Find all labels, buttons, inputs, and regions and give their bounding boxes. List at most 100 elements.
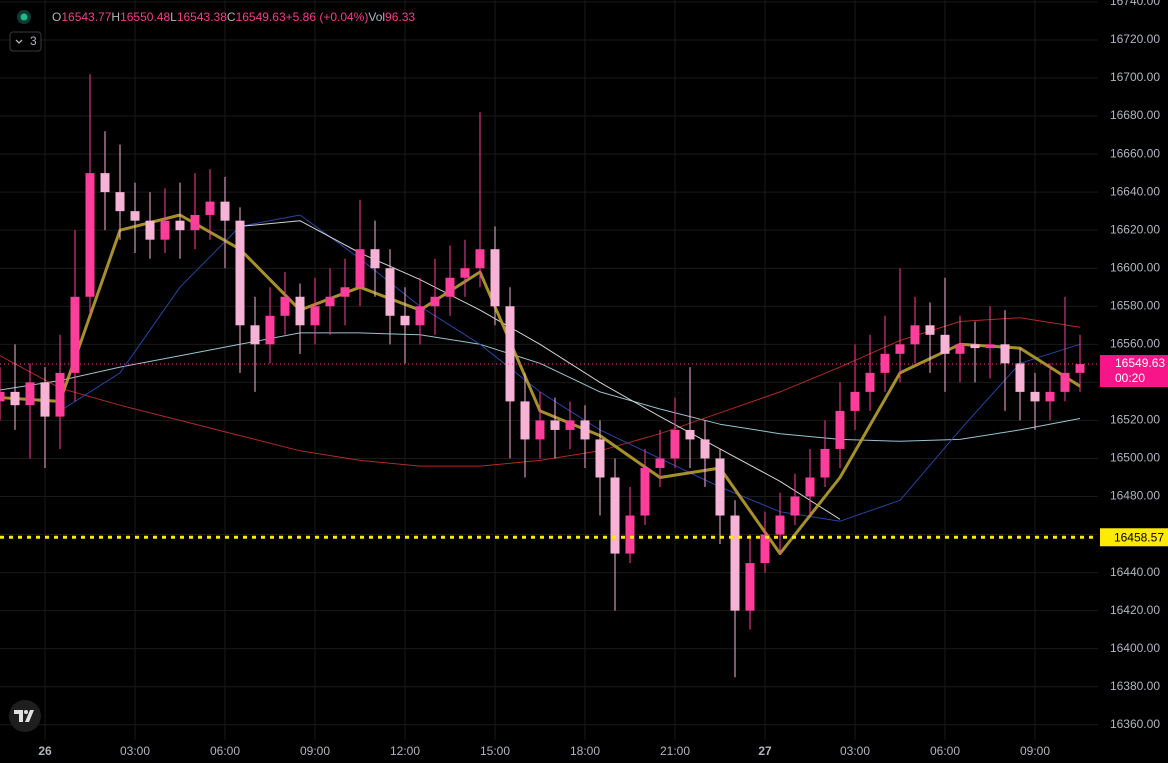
candle-body — [1045, 391, 1055, 402]
logo-dot — [24, 710, 28, 714]
candle-body — [685, 429, 695, 440]
candle-body — [325, 296, 335, 307]
y-tick-label: 16740.00 — [1110, 0, 1160, 8]
logo-bg — [9, 700, 41, 732]
candle-body — [310, 306, 320, 326]
candle-body — [355, 249, 365, 288]
last-price-tag — [1100, 355, 1168, 388]
y-tick-label: 16640.00 — [1110, 184, 1160, 198]
candle-body — [670, 429, 680, 459]
candle-body — [415, 306, 425, 326]
y-tick-label: 16580.00 — [1110, 298, 1160, 312]
y-tick-label: 16520.00 — [1110, 413, 1160, 427]
x-tick-label: 27 — [758, 744, 772, 758]
candle-body — [910, 325, 920, 345]
level-tag — [1100, 528, 1168, 547]
candle-body — [775, 515, 785, 535]
candle-body — [40, 382, 50, 417]
x-tick-label: 09:00 — [300, 744, 330, 758]
legend-value: 16543.77 — [61, 10, 111, 24]
candle-body — [385, 268, 395, 316]
indicator-toggle[interactable] — [9, 31, 42, 52]
candle-body — [430, 296, 440, 307]
candle-body — [235, 220, 245, 326]
candle-body — [400, 315, 410, 326]
candle-body — [370, 249, 380, 269]
y-tick-label: 16680.00 — [1110, 108, 1160, 122]
indicator-line — [239, 220, 841, 520]
candle-body — [175, 220, 185, 231]
candle-body — [565, 420, 575, 430]
y-tick-label: 16380.00 — [1110, 679, 1160, 693]
candle-body — [700, 439, 710, 459]
y-tick-label: 16360.00 — [1110, 717, 1160, 731]
candle-body — [580, 420, 590, 440]
candle-body — [1030, 391, 1040, 402]
legend-change: +5.86 (+0.04%) — [286, 10, 369, 24]
candle-body — [940, 334, 950, 354]
candle-body — [55, 372, 65, 417]
indicator-count[interactable]: 3 — [30, 34, 37, 48]
candle-body — [490, 249, 500, 307]
last-price-label: 16549.63 — [1115, 356, 1165, 370]
legend-label: H — [111, 10, 120, 24]
candle-body — [955, 344, 965, 354]
candle-body — [145, 220, 155, 240]
candle-body — [550, 420, 560, 430]
candle-body — [295, 296, 305, 326]
candle-body — [805, 477, 815, 497]
y-tick-label: 16700.00 — [1110, 70, 1160, 84]
x-tick-label: 26 — [38, 744, 52, 758]
candle-body — [445, 277, 455, 297]
candle-body — [610, 477, 620, 554]
legend-label: O — [52, 10, 61, 24]
candle-body — [190, 214, 200, 231]
legend-value: 96.33 — [385, 10, 415, 24]
candle-body — [25, 382, 35, 406]
x-tick-label: 12:00 — [390, 744, 420, 758]
candle-body — [715, 458, 725, 516]
y-tick-label: 16440.00 — [1110, 565, 1160, 579]
legend-label: C — [227, 10, 236, 24]
y-tick-label: 16400.00 — [1110, 641, 1160, 655]
candle-body — [1015, 363, 1025, 392]
x-tick-label: 03:00 — [120, 744, 150, 758]
x-tick-label: 15:00 — [480, 744, 510, 758]
x-tick-label: 09:00 — [1020, 744, 1050, 758]
candle-body — [820, 448, 830, 478]
candle-body — [985, 344, 995, 349]
candle-body — [730, 515, 740, 611]
candle-body — [205, 201, 215, 215]
candle-body — [250, 325, 260, 345]
candle-body — [85, 173, 95, 297]
candle-body — [835, 410, 845, 449]
candle-body — [115, 192, 125, 212]
legend-value: 16550.48 — [120, 10, 170, 24]
candle-body — [130, 211, 140, 221]
legend-value: 16543.38 — [177, 10, 227, 24]
tradingview-logo[interactable] — [9, 700, 41, 732]
candle-body — [160, 220, 170, 240]
y-tick-label: 16720.00 — [1110, 32, 1160, 46]
candle-body — [895, 344, 905, 354]
ohlc-legend: O16543.77H16550.48L16543.38C16549.63+5.8… — [52, 10, 415, 24]
status-dot — [20, 13, 28, 21]
legend-bar: O16543.77H16550.48L16543.38C16549.63+5.8… — [9, 10, 415, 52]
legend-label: Vol — [368, 10, 385, 24]
x-tick-label: 06:00 — [210, 744, 240, 758]
legend-value: 16549.63 — [236, 10, 286, 24]
y-tick-label: 16480.00 — [1110, 489, 1160, 503]
candle-body — [745, 563, 755, 611]
candle-body — [280, 296, 290, 316]
candle-body — [1000, 344, 1010, 364]
candle-body — [220, 201, 230, 221]
candle-body — [1060, 372, 1070, 392]
candle-body — [925, 325, 935, 335]
candle-body — [475, 249, 485, 269]
candle-body — [850, 391, 860, 411]
chevron-icon — [15, 39, 23, 44]
candle-body — [505, 306, 515, 402]
